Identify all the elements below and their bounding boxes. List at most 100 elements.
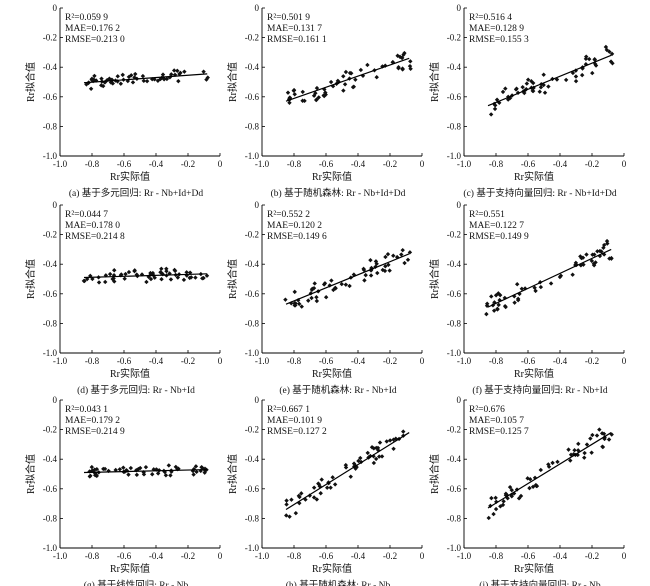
data-point — [87, 474, 92, 479]
data-point — [284, 502, 289, 507]
x-axis-label: Rr实际值 — [514, 170, 554, 183]
data-point — [99, 83, 104, 88]
data-point — [492, 101, 497, 107]
y-tick-label: -0.4 — [43, 454, 58, 464]
panel-caption: (h) 基于随机森林: Rr - Nb — [286, 579, 391, 586]
data-point — [148, 271, 154, 277]
data-point — [177, 71, 182, 77]
data-point — [400, 67, 405, 72]
y-tick-label: 0 — [457, 3, 462, 13]
scatter-panel: 0 -0.2 -0.4 -0.6 -0.8 -1.0-1.0 -0.8 -0.6 -0.4 -0.… — [24, 395, 223, 586]
y-axis-label: Rr拟合值 — [428, 454, 441, 494]
y-tick-label: -0.8 — [245, 318, 260, 328]
data-point — [118, 81, 123, 86]
data-point — [386, 262, 391, 268]
data-point — [592, 57, 598, 63]
x-tick-label: -0.8 — [489, 356, 504, 366]
panel-caption: (f) 基于支持向量回归: Rr - Nb+Id — [472, 384, 607, 396]
stat-label: R²=0.516 4 — [469, 13, 512, 23]
data-point — [524, 81, 530, 86]
data-point — [102, 466, 108, 472]
data-point — [496, 291, 501, 296]
data-point — [134, 472, 140, 478]
data-point — [299, 304, 304, 309]
data-point — [322, 281, 328, 286]
x-tick-label: 0 — [622, 356, 627, 366]
x-tick-label: -1.0 — [255, 159, 270, 169]
data-point — [363, 272, 368, 278]
stat-label: MAE=0.131 7 — [267, 24, 322, 34]
y-tick-label: -1.0 — [245, 151, 260, 161]
data-point — [138, 465, 143, 471]
data-point — [167, 271, 172, 276]
data-point — [115, 74, 120, 79]
data-point — [497, 297, 502, 303]
x-tick-label: -1.0 — [457, 551, 472, 561]
data-point — [377, 440, 383, 445]
data-point — [128, 465, 134, 471]
x-tick-label: -0.6 — [117, 551, 132, 561]
data-point — [396, 66, 401, 71]
data-point — [496, 302, 501, 308]
data-point — [202, 466, 208, 471]
data-point — [111, 273, 117, 278]
x-axis-label: Rr实际值 — [514, 367, 554, 380]
data-point — [594, 433, 600, 438]
x-tick-label: -1.0 — [457, 159, 472, 169]
data-point — [384, 439, 389, 444]
data-point — [146, 274, 151, 280]
y-tick-label: 0 — [255, 3, 260, 13]
data-point — [517, 291, 522, 297]
stat-label: RMSE=0.214 9 — [65, 427, 125, 437]
y-tick-label: -0.6 — [245, 92, 260, 102]
fit-line — [83, 273, 208, 279]
data-point — [169, 72, 174, 77]
fit-line — [285, 253, 410, 305]
data-point — [314, 85, 320, 91]
data-point — [126, 269, 132, 275]
stat-label: R²=0.501 9 — [267, 13, 310, 23]
data-point — [88, 86, 94, 91]
data-point — [182, 69, 187, 74]
y-tick-label: -0.8 — [43, 513, 58, 523]
data-point — [314, 298, 320, 304]
data-point — [486, 515, 491, 521]
x-axis-label: Rr实际值 — [312, 562, 352, 575]
scatter-panel: 0 -0.2 -0.4 -0.6 -0.8 -1.0-1.0 -0.8 -0.6 -0.4 -0.… — [226, 395, 425, 586]
data-point — [94, 467, 100, 472]
data-point — [84, 82, 89, 87]
data-point — [150, 472, 155, 477]
data-point — [201, 69, 206, 74]
data-point — [497, 100, 502, 106]
y-tick-label: -0.6 — [245, 484, 260, 494]
data-point — [494, 499, 499, 504]
data-point — [293, 510, 299, 516]
y-tick-label: -0.8 — [245, 513, 260, 523]
data-point — [573, 68, 579, 73]
stat-label: MAE=0.105 7 — [469, 416, 524, 426]
x-tick-label: -0.4 — [149, 356, 164, 366]
data-point — [402, 50, 407, 56]
fit-line — [285, 432, 410, 511]
fit-line — [487, 432, 612, 509]
data-point — [133, 71, 138, 77]
data-point — [201, 275, 206, 281]
data-point — [379, 454, 385, 459]
data-point — [376, 454, 382, 459]
data-point — [176, 78, 181, 84]
data-point — [387, 268, 392, 273]
fit-line — [83, 468, 208, 474]
y-tick-label: -1.0 — [447, 543, 462, 553]
scatter-panel: 0 -0.2 -0.4 -0.6 -0.8 -1.0-1.0 -0.8 -0.6 -0.4 -0.… — [226, 200, 425, 396]
data-point — [493, 495, 498, 501]
data-point — [343, 69, 349, 75]
data-point — [546, 462, 551, 467]
data-point — [563, 77, 569, 83]
data-point — [597, 427, 602, 432]
data-point — [199, 465, 204, 470]
data-point — [287, 514, 292, 519]
data-point — [154, 467, 159, 472]
stat-label: RMSE=0.125 7 — [469, 427, 529, 437]
data-point — [341, 74, 346, 79]
data-point — [339, 281, 344, 287]
